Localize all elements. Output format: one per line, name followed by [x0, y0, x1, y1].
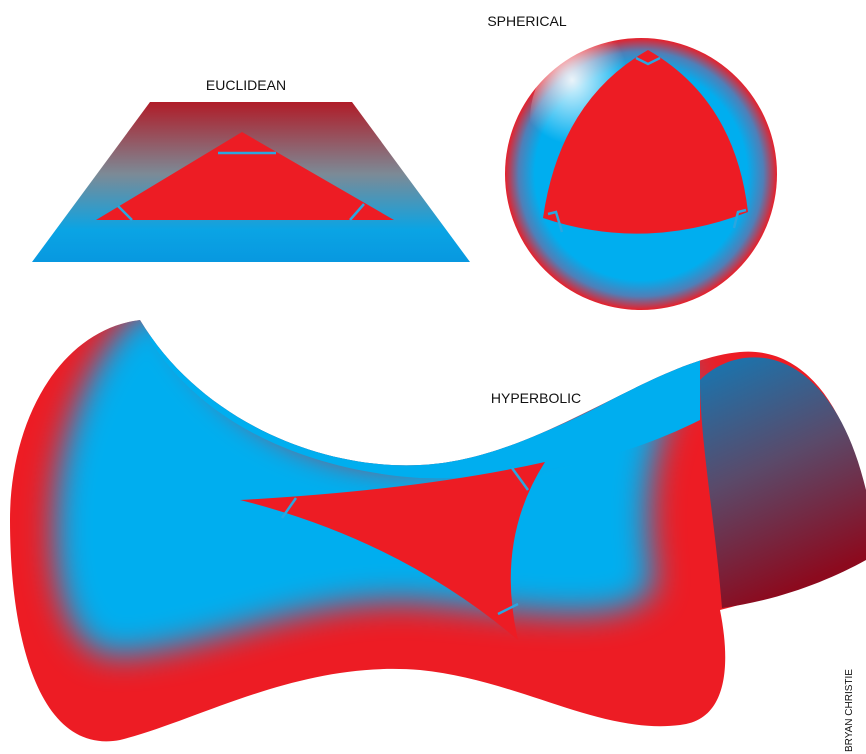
angle-marks — [117, 151, 365, 221]
saddle-cap — [700, 357, 866, 608]
hyperbolic-label: HYPERBOLIC — [491, 390, 581, 406]
credit: BRYAN CHRISTIE — [844, 669, 855, 752]
spherical-label: SPHERICAL — [487, 13, 567, 29]
saddle-inner — [54, 320, 700, 655]
euclidean-figure — [32, 102, 470, 262]
triangle — [543, 50, 748, 234]
triangle — [96, 132, 394, 220]
angle-marks — [280, 467, 530, 616]
euclidean-label: EUCLIDEAN — [206, 77, 286, 93]
hyperbolic-figure — [10, 320, 866, 742]
spherical-figure — [505, 38, 777, 310]
angle-marks — [547, 56, 747, 233]
triangle — [240, 462, 545, 640]
